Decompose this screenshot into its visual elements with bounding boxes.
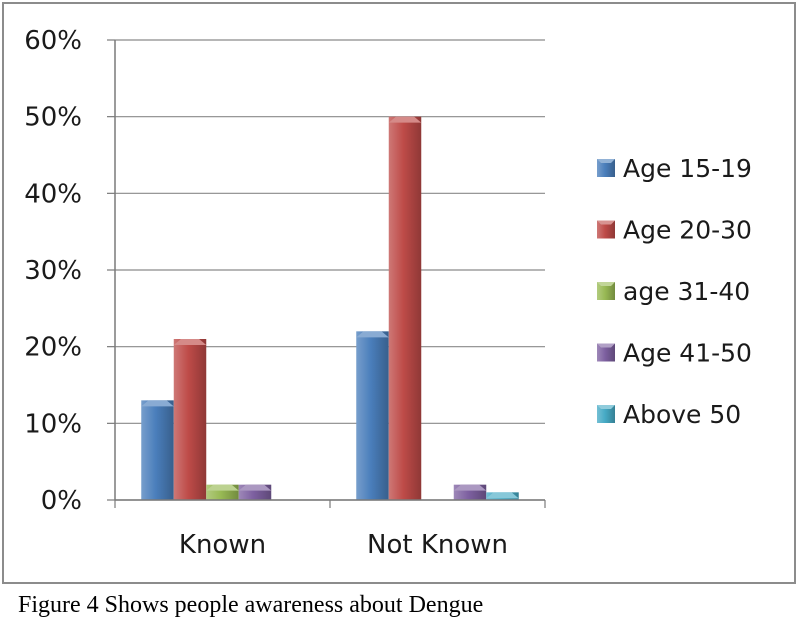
category-label: Known xyxy=(179,530,266,560)
legend-label: Age 41-50 xyxy=(623,339,752,368)
legend-item: Age 41-50 xyxy=(597,339,752,368)
bar-body xyxy=(356,331,389,500)
y-tick-label: 10% xyxy=(24,409,82,439)
legend-swatch-bevel xyxy=(597,220,615,225)
axes xyxy=(114,40,546,508)
y-tick-label: 30% xyxy=(24,256,82,286)
legend-item: Age 20-30 xyxy=(597,216,752,245)
bar xyxy=(453,484,487,500)
bar-bevel xyxy=(356,331,389,338)
figure-caption: Figure 4 Shows people awareness about De… xyxy=(18,592,484,618)
legend: Age 15-19 Age 20-30 age 31-40 Age 41-50 Abov… xyxy=(597,154,752,429)
legend-swatch xyxy=(597,343,615,362)
bar xyxy=(388,116,422,501)
legend-swatch xyxy=(597,159,615,177)
category-labels: Known Not Known xyxy=(179,530,508,560)
bar-bevel xyxy=(388,116,422,123)
bar-chart: 0% 10% 20% 30% 40% 50% 60% Known Not Known Age … xyxy=(24,26,752,560)
bar xyxy=(238,484,272,500)
legend-label: Age 15-19 xyxy=(623,154,752,183)
y-tick-label: 50% xyxy=(24,103,82,133)
bar xyxy=(206,484,239,500)
bar-body xyxy=(388,116,422,501)
bar xyxy=(173,339,207,500)
legend-item: age 31-40 xyxy=(597,277,750,306)
legend-label: Above 50 xyxy=(623,400,741,429)
bar xyxy=(356,331,389,500)
bar-bevel xyxy=(173,339,207,345)
bar-bevel xyxy=(453,484,487,491)
legend-swatch xyxy=(597,220,615,239)
bar-bevel xyxy=(141,400,174,407)
bar-bevel xyxy=(486,492,519,499)
legend-swatch-bevel xyxy=(597,282,615,286)
bar-body xyxy=(173,339,207,500)
legend-swatch xyxy=(597,405,615,423)
legend-swatch-bevel xyxy=(597,159,615,163)
legend-label: Age 20-30 xyxy=(623,216,752,245)
bar xyxy=(141,400,174,500)
bars xyxy=(141,116,519,501)
legend-swatch-bevel xyxy=(597,343,615,348)
legend-swatch xyxy=(597,282,615,300)
y-tick-label: 0% xyxy=(41,486,82,516)
legend-label: age 31-40 xyxy=(623,277,750,306)
category-label: Not Known xyxy=(367,530,508,560)
y-tick-label: 60% xyxy=(24,26,82,56)
y-tick-label: 40% xyxy=(24,179,82,209)
legend-item: Above 50 xyxy=(597,400,741,429)
y-tick-labels: 0% 10% 20% 30% 40% 50% 60% xyxy=(24,26,82,516)
bar-body xyxy=(141,400,174,500)
bar-bevel xyxy=(238,484,272,491)
bar xyxy=(486,492,519,500)
bar-bevel xyxy=(206,484,239,491)
legend-item: Age 15-19 xyxy=(597,154,752,183)
legend-swatch-bevel xyxy=(597,405,615,409)
y-tick-label: 20% xyxy=(24,333,82,363)
